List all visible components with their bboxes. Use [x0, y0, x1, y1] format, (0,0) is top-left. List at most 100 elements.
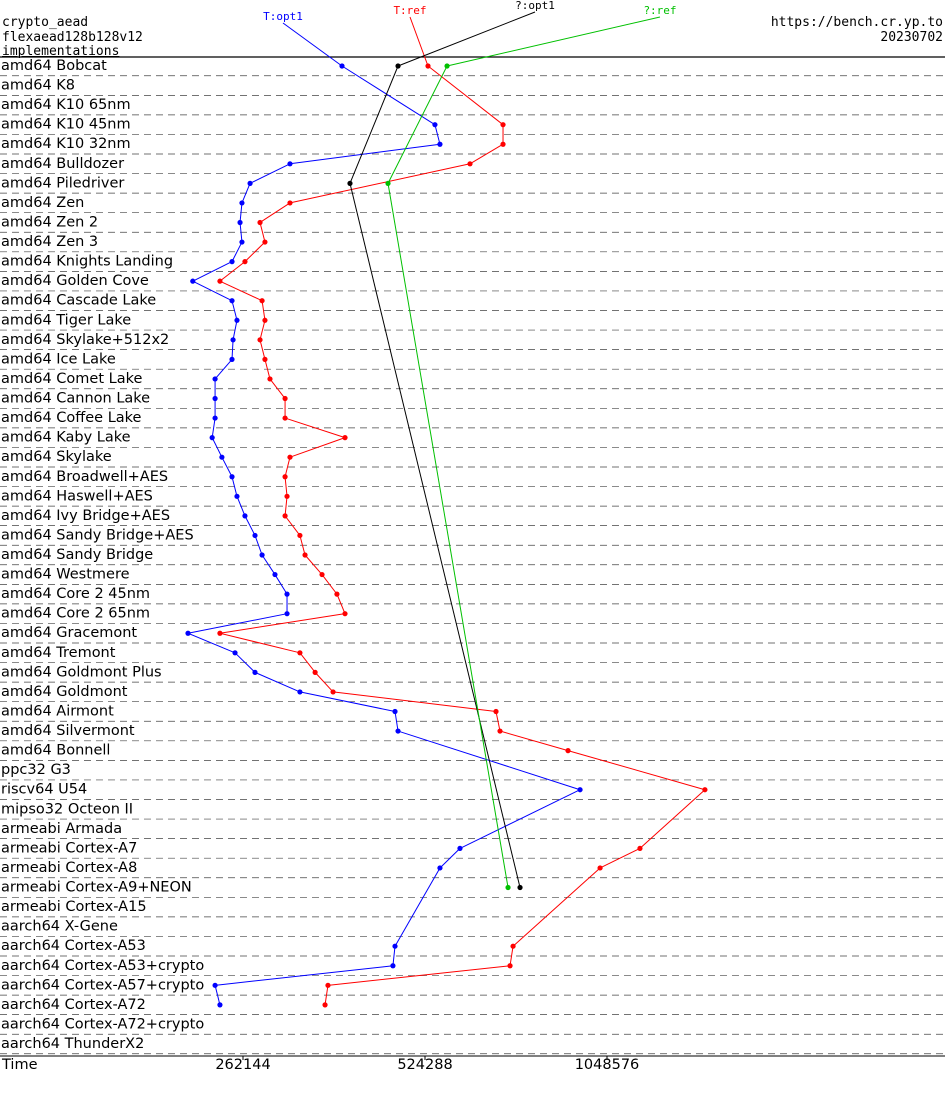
row-label: amd64 Airmont	[1, 703, 114, 719]
series-segment	[254, 671, 301, 693]
data-point	[395, 63, 401, 69]
series-segment	[219, 632, 301, 654]
series-segment	[495, 711, 501, 732]
data-point	[229, 298, 235, 304]
series-segment	[332, 691, 497, 712]
x-tick-label: 262144	[215, 1057, 270, 1073]
data-point	[390, 963, 396, 969]
data-point	[322, 1002, 328, 1008]
data-point	[212, 415, 218, 421]
series-segment	[394, 711, 399, 732]
data-point	[287, 161, 293, 167]
series-segment	[512, 867, 601, 947]
data-point	[257, 219, 263, 226]
data-point	[262, 239, 268, 245]
data-point	[565, 748, 571, 754]
row-label: amd64 Coffee Lake	[1, 410, 142, 426]
series-segment	[259, 202, 291, 223]
series-segment	[349, 65, 399, 184]
data-point	[385, 180, 391, 186]
data-point	[347, 180, 353, 186]
url: https://bench.cr.yp.to	[771, 15, 943, 30]
series-segment	[639, 789, 706, 849]
data-point	[212, 982, 218, 988]
row-label: amd64 Tiger Lake	[1, 312, 131, 328]
data-point	[342, 611, 348, 617]
row-label: armeabi Cortex-A15	[1, 899, 147, 915]
series-segment	[192, 280, 233, 302]
series-label-connector	[446, 16, 661, 67]
series-label-connector	[397, 11, 536, 67]
data-point	[242, 513, 248, 519]
row-label: amd64 Core 2 65nm	[1, 606, 150, 622]
series-segment	[234, 652, 256, 673]
row-label: amd64 K10 32nm	[1, 136, 131, 152]
data-point	[334, 591, 340, 597]
series-label: ?:opt1	[515, 0, 555, 12]
series-segment	[236, 496, 246, 517]
series-segment	[324, 985, 329, 1005]
data-point	[229, 474, 235, 480]
data-point	[505, 884, 511, 891]
data-point	[297, 532, 303, 539]
data-point	[282, 474, 288, 480]
data-point	[234, 317, 240, 323]
data-point	[342, 435, 348, 441]
data-point	[444, 63, 450, 69]
row-label: riscv64 U54	[1, 782, 87, 798]
data-point	[392, 943, 398, 949]
data-point	[252, 669, 258, 675]
data-point	[259, 552, 265, 558]
row-label: amd64 K10 45nm	[1, 117, 131, 133]
series-segment	[459, 789, 581, 849]
row-label: amd64 Piledriver	[1, 175, 124, 191]
row-label: amd64 Silvermont	[1, 723, 135, 739]
data-point	[237, 219, 243, 226]
row-label: amd64 Cannon Lake	[1, 391, 150, 407]
row-label: amd64 Broadwell+AES	[1, 469, 168, 485]
series-segment	[264, 359, 271, 380]
series-segment	[219, 280, 263, 302]
series-segment	[231, 476, 238, 497]
data-point	[284, 493, 290, 499]
series-segment	[214, 359, 233, 380]
x-tick-label: 1048576	[575, 1057, 640, 1073]
data-point	[239, 200, 245, 206]
series-segment	[392, 946, 396, 966]
series-segment	[239, 222, 243, 243]
row-label: amd64 K8	[1, 78, 75, 94]
row-label: amd64 Bobcat	[1, 58, 107, 74]
series-segment	[284, 476, 288, 497]
series-segment	[567, 750, 706, 791]
data-point	[510, 943, 516, 949]
title-line: implementations	[2, 44, 119, 59]
row-label: amd64 Sandy Bridge	[1, 547, 153, 563]
series-segment	[231, 241, 243, 262]
title-line: flexaead128b128v12	[2, 30, 143, 45]
series-segment	[214, 985, 221, 1006]
data-point	[190, 278, 196, 284]
series-segment	[314, 672, 334, 693]
series-segment	[336, 593, 346, 614]
series-segment	[261, 300, 266, 321]
series-segment	[261, 554, 276, 575]
data-point	[212, 395, 218, 402]
series-segment	[192, 261, 233, 282]
series-segment	[327, 965, 511, 986]
data-point	[425, 63, 431, 69]
row-label: amd64 Ivy Bridge+AES	[1, 508, 170, 524]
series-segment	[299, 691, 396, 712]
series-segment	[499, 730, 569, 752]
data-point	[230, 337, 236, 343]
data-point	[234, 493, 240, 499]
x-axis-label: Time	[1, 1057, 38, 1073]
row-label: armeabi Cortex-A7	[1, 840, 137, 856]
series-segment	[394, 867, 441, 947]
data-point	[637, 845, 643, 852]
data-point	[437, 865, 443, 871]
data-point	[185, 630, 191, 636]
data-point	[339, 63, 345, 69]
row-label: ppc32 G3	[1, 762, 71, 778]
x-tick-label: 524288	[397, 1057, 452, 1073]
